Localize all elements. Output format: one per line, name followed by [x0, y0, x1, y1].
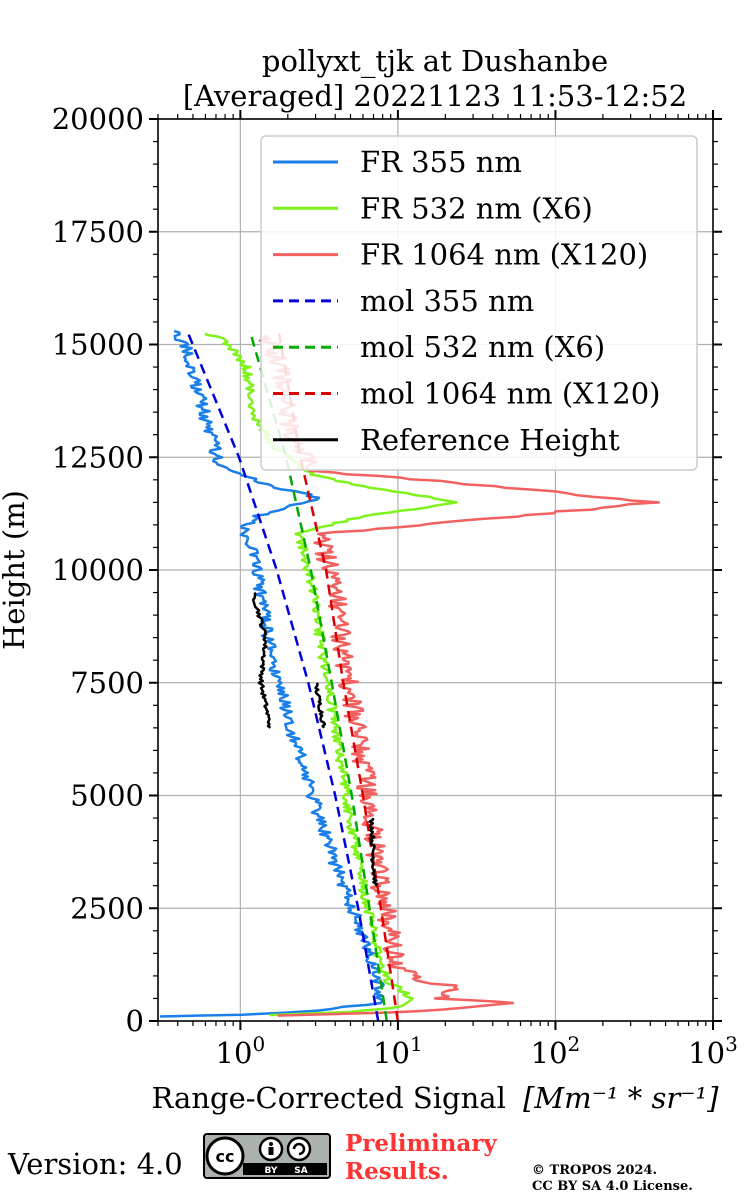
y-tick-label: 7500 [70, 666, 144, 700]
copyright-line-2: CC BY SA 4.0 License. [532, 1179, 693, 1194]
y-tick-label: 12500 [52, 440, 144, 474]
chart-title: pollyxt_tjk at Dushanbe [262, 44, 608, 79]
y-tick-label: 5000 [70, 779, 144, 813]
series-line-5 [248, 330, 389, 1021]
legend-label-1: FR 355 nm [360, 145, 522, 179]
y-axis-label: Height (m) [0, 490, 31, 650]
copyright-note: © TROPOS 2024. CC BY SA 4.0 License. [532, 1163, 693, 1195]
legend-label-7: Reference Height [360, 423, 620, 457]
copyright-line-1: © TROPOS 2024. [532, 1163, 658, 1178]
legend-box [260, 135, 698, 471]
cc-by-label: BY [265, 1166, 278, 1176]
series-line-7 [368, 817, 378, 887]
x-axis-label: Range-Corrected Signal [Mm⁻¹ * sr⁻¹] [152, 1081, 720, 1115]
y-tick-label: 10000 [52, 553, 144, 587]
series-line-1 [159, 329, 385, 1018]
cc-by-sa-icon: cc BY SA [203, 1133, 331, 1179]
x-tick-label: 102 [531, 1032, 581, 1070]
preliminary-results-note: Preliminary Results. [345, 1130, 497, 1186]
series-line-7 [251, 592, 272, 729]
x-axis-label-text: Range-Corrected Signal [152, 1081, 506, 1115]
y-tick-label: 0 [126, 1004, 144, 1038]
svg-text:cc: cc [216, 1147, 235, 1166]
series-line-7 [314, 682, 327, 729]
legend-label-4: mol 355 nm [360, 284, 534, 318]
y-tick-label: 17500 [52, 215, 144, 249]
x-tick-label: 103 [688, 1032, 738, 1070]
preliminary-line-1: Preliminary [345, 1130, 497, 1157]
legend-label-5: mol 532 nm (X6) [360, 330, 605, 364]
legend-label-2: FR 532 nm (X6) [360, 191, 593, 225]
version-label: Version: 4.0 [8, 1147, 183, 1181]
x-axis-label-units: [Mm⁻¹ * sr⁻¹] [523, 1081, 719, 1115]
preliminary-line-2: Results. [345, 1158, 449, 1185]
cc-sa-label: SA [294, 1166, 307, 1176]
axis-ticks: 0 2500 5000 7500 10000 12500 15000 17500 20000 10… [52, 102, 738, 1070]
y-tick-label: 20000 [52, 102, 144, 136]
series-line-4 [186, 330, 380, 1021]
legend: FR 355 nm FR 532 nm (X6) FR 1064 nm (X120)… [260, 135, 698, 471]
legend-label-6: mol 1064 nm (X120) [360, 377, 661, 411]
legend-label-3: FR 1064 nm (X120) [360, 238, 648, 272]
y-tick-label: 2500 [70, 891, 144, 925]
x-tick-label: 100 [216, 1032, 266, 1070]
x-tick-label: 101 [373, 1032, 423, 1070]
chart-subtitle: [Averaged] 20221123 11:53-12:52 [183, 79, 687, 113]
y-tick-label: 15000 [52, 328, 144, 362]
series-line-6 [277, 330, 400, 1021]
